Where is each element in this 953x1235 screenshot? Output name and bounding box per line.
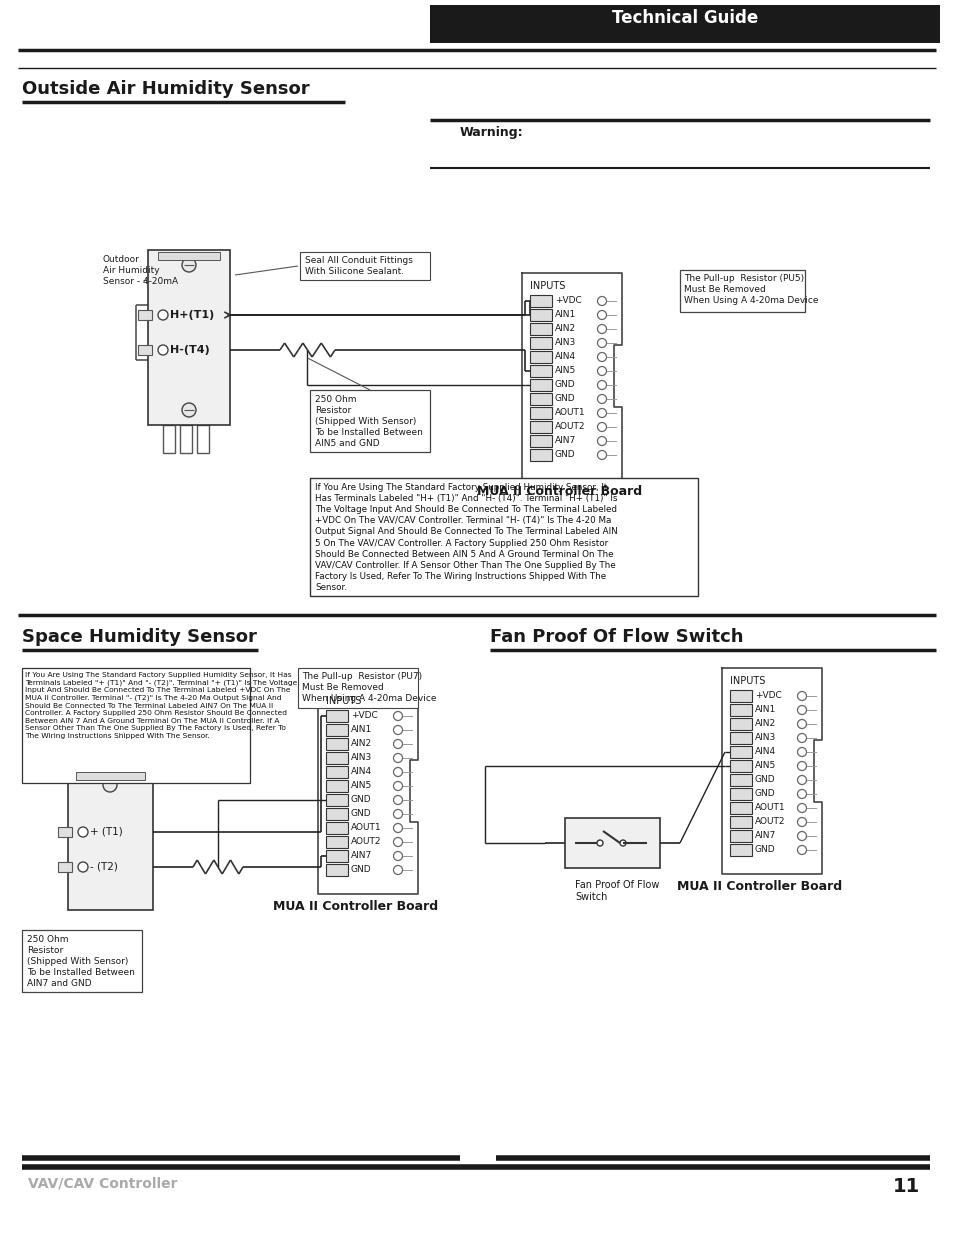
Text: GND: GND [555,394,575,403]
Bar [530,324,552,335]
Bar [76,772,145,781]
Bar [530,408,552,419]
Text: GND: GND [754,845,775,853]
Bar [530,421,552,433]
Bar [138,345,152,354]
Bar [68,769,152,910]
Bar [729,746,751,758]
Text: AOUT2: AOUT2 [754,818,784,826]
Text: +VDC: +VDC [754,692,781,700]
Bar [530,295,552,308]
Text: Space Humidity Sensor: Space Humidity Sensor [22,629,256,646]
Text: H+(T1): H+(T1) [170,310,214,320]
Text: +VDC: +VDC [351,711,377,720]
Bar [326,864,348,876]
Bar [729,788,751,800]
Circle shape [182,258,195,272]
Text: +VDC: +VDC [555,296,581,305]
Circle shape [78,827,88,837]
Text: Fan Proof Of Flow Switch: Fan Proof Of Flow Switch [490,629,742,646]
Bar [729,760,751,772]
Circle shape [103,778,117,792]
Text: INPUTS: INPUTS [326,697,361,706]
Bar [530,379,552,391]
Bar [530,351,552,363]
Text: If You Are Using The Standard Factory Supplied Humidity Sensor, It
Has Terminals: If You Are Using The Standard Factory Su… [314,483,617,592]
Text: MUA II Controller Board: MUA II Controller Board [476,485,642,498]
Circle shape [619,840,625,846]
Text: AIN2: AIN2 [351,739,372,748]
Text: Warning:: Warning: [459,126,523,140]
Text: The Pull-up  Resistor (PU5)
Must Be Removed
When Using A 4-20ma Device: The Pull-up Resistor (PU5) Must Be Remov… [683,274,818,305]
Text: AIN5: AIN5 [351,781,372,790]
Text: AIN2: AIN2 [754,719,776,727]
Bar [297,668,417,708]
Bar [530,450,552,461]
Bar [22,668,250,783]
Text: 250 Ohm
Resistor
(Shipped With Sensor)
To be Installed Between
AIN5 and GND: 250 Ohm Resistor (Shipped With Sensor) T… [314,395,422,448]
Text: AIN4: AIN4 [754,747,776,756]
Bar [530,435,552,447]
Bar [729,830,751,842]
Bar [158,252,220,261]
Text: Technical Guide: Technical Guide [611,9,758,27]
Circle shape [78,862,88,872]
Bar [430,5,939,43]
Bar [163,425,174,453]
Bar [679,270,804,312]
Bar [196,425,209,453]
Text: AIN5: AIN5 [754,761,776,769]
Text: Outside Air Humidity Sensor: Outside Air Humidity Sensor [22,80,310,98]
Text: AOUT1: AOUT1 [754,803,785,811]
Bar [22,930,142,992]
Bar [326,794,348,806]
Bar [564,818,659,868]
Bar [729,704,751,716]
Text: AIN1: AIN1 [754,705,776,714]
Bar [326,781,348,792]
Bar [530,366,552,377]
Text: AIN1: AIN1 [351,725,372,734]
Bar [326,808,348,820]
Text: INPUTS: INPUTS [530,282,565,291]
Bar [326,752,348,764]
Circle shape [182,403,195,417]
Text: 11: 11 [892,1177,919,1195]
Bar [729,774,751,785]
Text: AIN3: AIN3 [555,338,576,347]
Text: AOUT2: AOUT2 [555,422,585,431]
Text: GND: GND [351,795,372,804]
Bar [729,732,751,743]
Text: + (T1): + (T1) [90,827,123,837]
Bar [326,710,348,722]
Bar [180,425,192,453]
Circle shape [158,310,168,320]
Text: If You Are Using The Standard Factory Supplied Humidity Sensor, It Has
Terminals: If You Are Using The Standard Factory Su… [25,672,297,739]
Text: GND: GND [754,789,775,798]
Text: AIN1: AIN1 [555,310,576,319]
Text: AOUT1: AOUT1 [351,823,381,832]
Bar [326,739,348,750]
Text: Fan Proof Of Flow
Switch: Fan Proof Of Flow Switch [575,881,659,903]
Text: GND: GND [351,809,372,818]
Text: AIN3: AIN3 [351,753,372,762]
Text: AOUT1: AOUT1 [555,408,585,417]
Bar [326,766,348,778]
Bar [729,690,751,701]
Text: Outdoor
Air Humidity
Sensor - 4-20mA: Outdoor Air Humidity Sensor - 4-20mA [103,254,178,287]
Text: AIN2: AIN2 [555,324,576,333]
Text: Seal All Conduit Fittings
With Silicone Sealant.: Seal All Conduit Fittings With Silicone … [305,256,413,277]
Text: AIN5: AIN5 [555,366,576,375]
Text: MUA II Controller Board: MUA II Controller Board [677,881,841,893]
Bar [58,827,71,837]
Bar [326,823,348,834]
Text: INPUTS: INPUTS [729,676,764,685]
Text: H-(T4): H-(T4) [170,345,210,354]
Bar [729,816,751,827]
Text: AIN7: AIN7 [754,831,776,840]
Text: AIN7: AIN7 [555,436,576,445]
Bar [299,252,430,280]
Text: 250 Ohm
Resistor
(Shipped With Sensor)
To be Installed Between
AIN7 and GND: 250 Ohm Resistor (Shipped With Sensor) T… [27,935,134,988]
Text: AIN4: AIN4 [555,352,576,361]
Text: GND: GND [555,450,575,459]
